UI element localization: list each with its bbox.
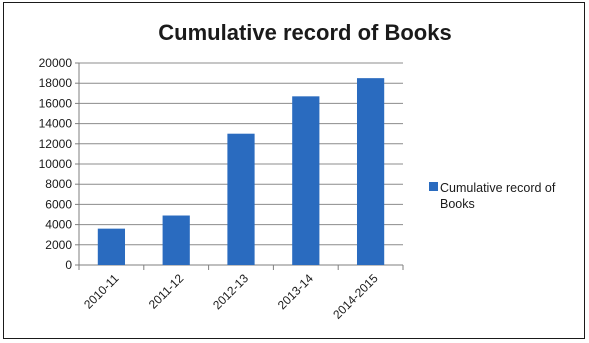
- y-tick-label: 10000: [39, 157, 73, 171]
- y-tick-label: 8000: [45, 177, 72, 191]
- bar: [227, 133, 255, 265]
- y-tick-label: 4000: [45, 218, 72, 232]
- y-tick-label: 0: [65, 258, 72, 272]
- chart-title: Cumulative record of Books: [158, 20, 451, 45]
- y-tick-label: 16000: [39, 96, 73, 110]
- y-tick-label: 20000: [39, 56, 73, 70]
- x-tick-label: 2010-11: [81, 271, 122, 312]
- y-tick-label: 2000: [45, 238, 72, 252]
- x-tick-labels: 2010-11 2011-12 2012-13 2013-14 2014-2015: [81, 271, 381, 322]
- y-tick-label: 6000: [45, 197, 72, 211]
- legend-swatch: [429, 182, 438, 191]
- chart-frame: Cumulative record of Books 0 2000 4000 6000…: [3, 2, 585, 339]
- x-tick-label: 2013-14: [275, 271, 316, 312]
- bars: [97, 78, 385, 266]
- legend: Cumulative record of Books: [429, 181, 556, 211]
- y-tick-label: 12000: [39, 137, 73, 151]
- y-tick-label: 14000: [39, 117, 73, 131]
- y-tick-labels: 0 2000 4000 6000 8000 10000 12000 14000 16000 180…: [39, 56, 73, 272]
- x-tick-label: 2011-12: [146, 271, 187, 312]
- bar-chart: Cumulative record of Books 0 2000 4000 6000…: [39, 20, 556, 322]
- legend-label: Cumulative record of Books: [440, 181, 556, 211]
- bar: [292, 96, 320, 265]
- bar: [356, 78, 385, 266]
- y-tick-label: 18000: [39, 76, 73, 90]
- bar: [162, 215, 190, 265]
- bar: [97, 228, 126, 265]
- x-tick-label: 2012-13: [210, 271, 251, 312]
- x-tick-label: 2014-2015: [330, 271, 381, 322]
